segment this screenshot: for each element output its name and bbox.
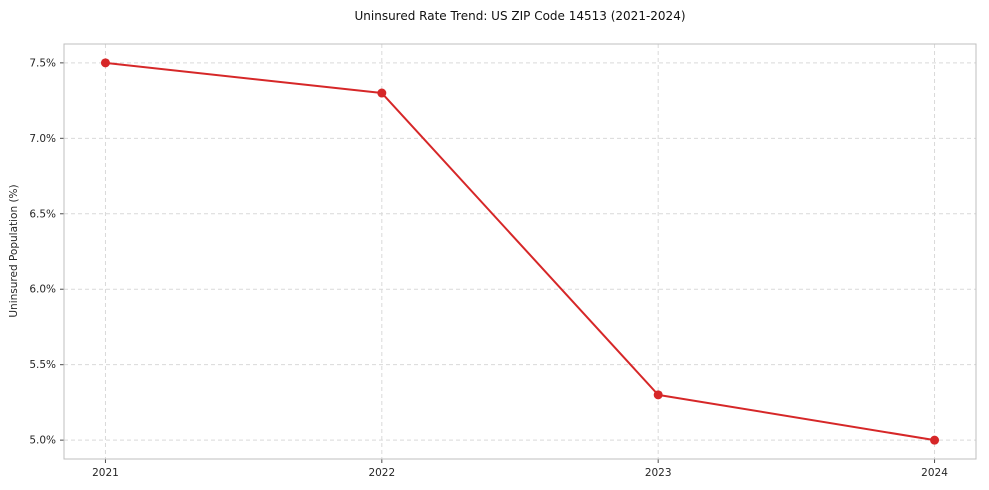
y-tick-label: 6.5%	[29, 208, 56, 220]
y-tick-label: 5.5%	[29, 359, 56, 371]
y-tick-label: 7.0%	[29, 133, 56, 145]
x-tick-label: 2024	[921, 467, 948, 479]
y-tick-label: 7.5%	[29, 57, 56, 69]
y-tick-label: 5.0%	[29, 435, 56, 447]
x-tick-label: 2022	[368, 467, 395, 479]
plot-border	[63, 43, 977, 460]
data-point-marker	[100, 58, 110, 68]
chart-title: Uninsured Rate Trend: US ZIP Code 14513 …	[354, 9, 686, 23]
data-point-marker	[653, 390, 663, 400]
y-tick-label: 6.0%	[29, 284, 56, 296]
x-tick-label: 2021	[92, 467, 119, 479]
data-point-marker	[930, 435, 940, 445]
trend-line	[104, 61, 936, 442]
data-point-marker	[377, 88, 387, 98]
x-tick-label: 2023	[645, 467, 672, 479]
